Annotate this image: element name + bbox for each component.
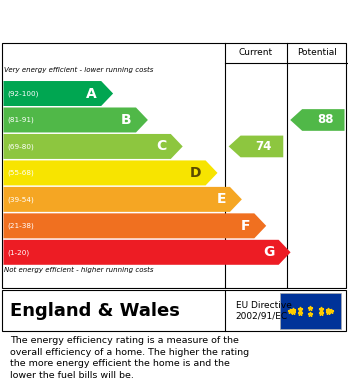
Polygon shape	[229, 136, 283, 157]
Text: (21-38): (21-38)	[8, 222, 34, 229]
Text: The energy efficiency rating is a measure of the
overall efficiency of a home. T: The energy efficiency rating is a measur…	[10, 336, 250, 380]
Text: England & Wales: England & Wales	[10, 302, 180, 320]
Text: (92-100): (92-100)	[8, 90, 39, 97]
Polygon shape	[3, 81, 113, 106]
Text: Not energy efficient - higher running costs: Not energy efficient - higher running co…	[4, 267, 154, 273]
Text: Potential: Potential	[298, 48, 337, 57]
Text: G: G	[263, 245, 275, 259]
Text: Energy Efficiency Rating: Energy Efficiency Rating	[10, 11, 220, 27]
Polygon shape	[3, 213, 266, 239]
Polygon shape	[3, 240, 291, 265]
Text: (55-68): (55-68)	[8, 170, 34, 176]
Polygon shape	[3, 134, 183, 159]
Text: Current: Current	[239, 48, 273, 57]
Text: (1-20): (1-20)	[8, 249, 30, 256]
Text: D: D	[190, 166, 201, 180]
Text: E: E	[216, 192, 226, 206]
Text: C: C	[156, 140, 167, 153]
Text: 88: 88	[317, 113, 333, 126]
Bar	[280, 293, 341, 329]
Text: F: F	[240, 219, 250, 233]
Text: Very energy efficient - lower running costs: Very energy efficient - lower running co…	[4, 67, 153, 73]
Text: B: B	[121, 113, 132, 127]
Text: (39-54): (39-54)	[8, 196, 34, 203]
Polygon shape	[3, 160, 218, 185]
Polygon shape	[3, 108, 148, 133]
Text: 74: 74	[255, 140, 272, 153]
Text: (69-80): (69-80)	[8, 143, 34, 150]
Polygon shape	[3, 187, 242, 212]
Text: EU Directive
2002/91/EC: EU Directive 2002/91/EC	[236, 301, 292, 321]
Text: (81-91): (81-91)	[8, 117, 34, 123]
Text: A: A	[86, 86, 97, 100]
Polygon shape	[290, 109, 345, 131]
